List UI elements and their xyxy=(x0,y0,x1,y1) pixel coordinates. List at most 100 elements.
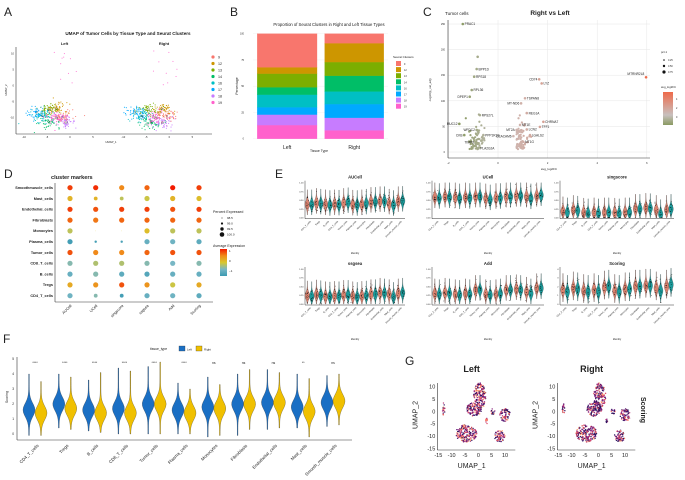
cell-point xyxy=(448,191,450,193)
umap-point xyxy=(46,119,48,121)
cell-point xyxy=(615,284,617,285)
cell-point xyxy=(466,290,467,292)
umap-point xyxy=(40,114,42,116)
umap-point xyxy=(172,113,174,115)
umap-point xyxy=(136,108,138,110)
cell-point xyxy=(468,195,470,196)
cell-point xyxy=(594,290,595,292)
umap-point xyxy=(138,107,140,109)
cell-point xyxy=(629,207,630,209)
dot xyxy=(119,249,125,256)
umap-point xyxy=(155,125,158,127)
cell-point xyxy=(614,213,615,214)
umap-point xyxy=(55,115,57,117)
cell-point xyxy=(526,289,528,290)
umap-point xyxy=(152,126,154,128)
cell-point xyxy=(515,183,516,185)
cell-point xyxy=(330,297,332,298)
umap-point xyxy=(598,410,600,412)
cell-point xyxy=(338,293,340,295)
umap-point xyxy=(44,114,46,116)
cell-point xyxy=(449,298,451,299)
cell-point xyxy=(500,198,502,200)
cell-point xyxy=(404,293,405,295)
cell-point xyxy=(604,217,606,219)
cell-point xyxy=(393,202,395,203)
cell-point xyxy=(326,209,328,211)
umap-point xyxy=(55,121,58,123)
umap-point xyxy=(480,410,482,413)
cell-point xyxy=(588,296,590,297)
cell-point xyxy=(542,196,543,197)
cell-point xyxy=(448,291,450,293)
umap-point xyxy=(60,109,63,111)
umap-point xyxy=(56,116,58,118)
chart-title: cluster markers xyxy=(51,175,93,181)
cell-point xyxy=(459,196,461,198)
cell-point xyxy=(435,288,437,289)
umap-point xyxy=(50,107,53,109)
cell-point xyxy=(597,210,599,212)
umap-point xyxy=(151,120,153,122)
cell-point xyxy=(347,290,349,291)
x-tick-label: CD4_T_cells xyxy=(557,220,568,231)
cell-point xyxy=(365,194,367,196)
umap-point xyxy=(462,426,464,429)
umap-point xyxy=(62,117,64,119)
cell-point xyxy=(338,199,340,200)
umap-point xyxy=(48,122,50,124)
dot xyxy=(196,260,202,266)
violin xyxy=(463,278,468,305)
dot xyxy=(170,195,176,202)
umap-point xyxy=(49,122,51,125)
chart-title: Proportion of Seurat Clusters in Right a… xyxy=(273,22,384,27)
umap-point xyxy=(596,396,598,398)
cell-point xyxy=(334,285,336,287)
cell-point xyxy=(469,200,470,202)
cell-point xyxy=(516,287,518,289)
cell-point xyxy=(455,289,456,291)
significance-label: ns xyxy=(331,361,335,365)
cell-point xyxy=(540,284,542,285)
cell-point xyxy=(465,197,467,199)
umap-point xyxy=(586,436,588,438)
umap-point xyxy=(47,108,49,110)
cell-point xyxy=(670,276,672,278)
x-tick-label: Mast_cells xyxy=(384,220,394,230)
umap-point xyxy=(175,115,177,117)
cell-point xyxy=(635,277,637,278)
umap-point xyxy=(155,110,157,112)
panel-title: UCell xyxy=(483,175,494,180)
cell-point xyxy=(458,199,460,201)
cell-point xyxy=(317,210,318,211)
cell-point xyxy=(604,210,605,212)
cell-point xyxy=(664,285,666,286)
x-tick-label: 10 xyxy=(622,453,628,459)
umap-point xyxy=(139,107,141,109)
cell-point xyxy=(455,190,456,192)
umap-point xyxy=(622,414,624,417)
umap-point xyxy=(598,394,600,396)
cell-point xyxy=(608,290,609,292)
row-label: Monocytes xyxy=(33,229,53,233)
cell-point xyxy=(618,287,620,289)
umap-point xyxy=(161,120,163,123)
x-tick-label: Fibroblasts xyxy=(630,306,641,317)
cell-point xyxy=(535,287,537,289)
cell-point xyxy=(656,213,658,215)
cell-point xyxy=(311,211,312,212)
cell-point xyxy=(536,204,537,205)
cell-point xyxy=(657,209,658,210)
umap-point xyxy=(139,108,141,110)
cell-point xyxy=(660,290,662,292)
umap-point xyxy=(592,429,594,432)
dot xyxy=(93,249,99,256)
cell-point xyxy=(306,205,307,206)
umap-point xyxy=(500,430,502,432)
gene-point xyxy=(522,134,525,137)
umap-point xyxy=(623,417,625,419)
cell-point xyxy=(337,200,338,202)
umap-point xyxy=(153,50,155,52)
chart-title: Right vs Left xyxy=(530,10,570,17)
violin xyxy=(524,182,529,208)
